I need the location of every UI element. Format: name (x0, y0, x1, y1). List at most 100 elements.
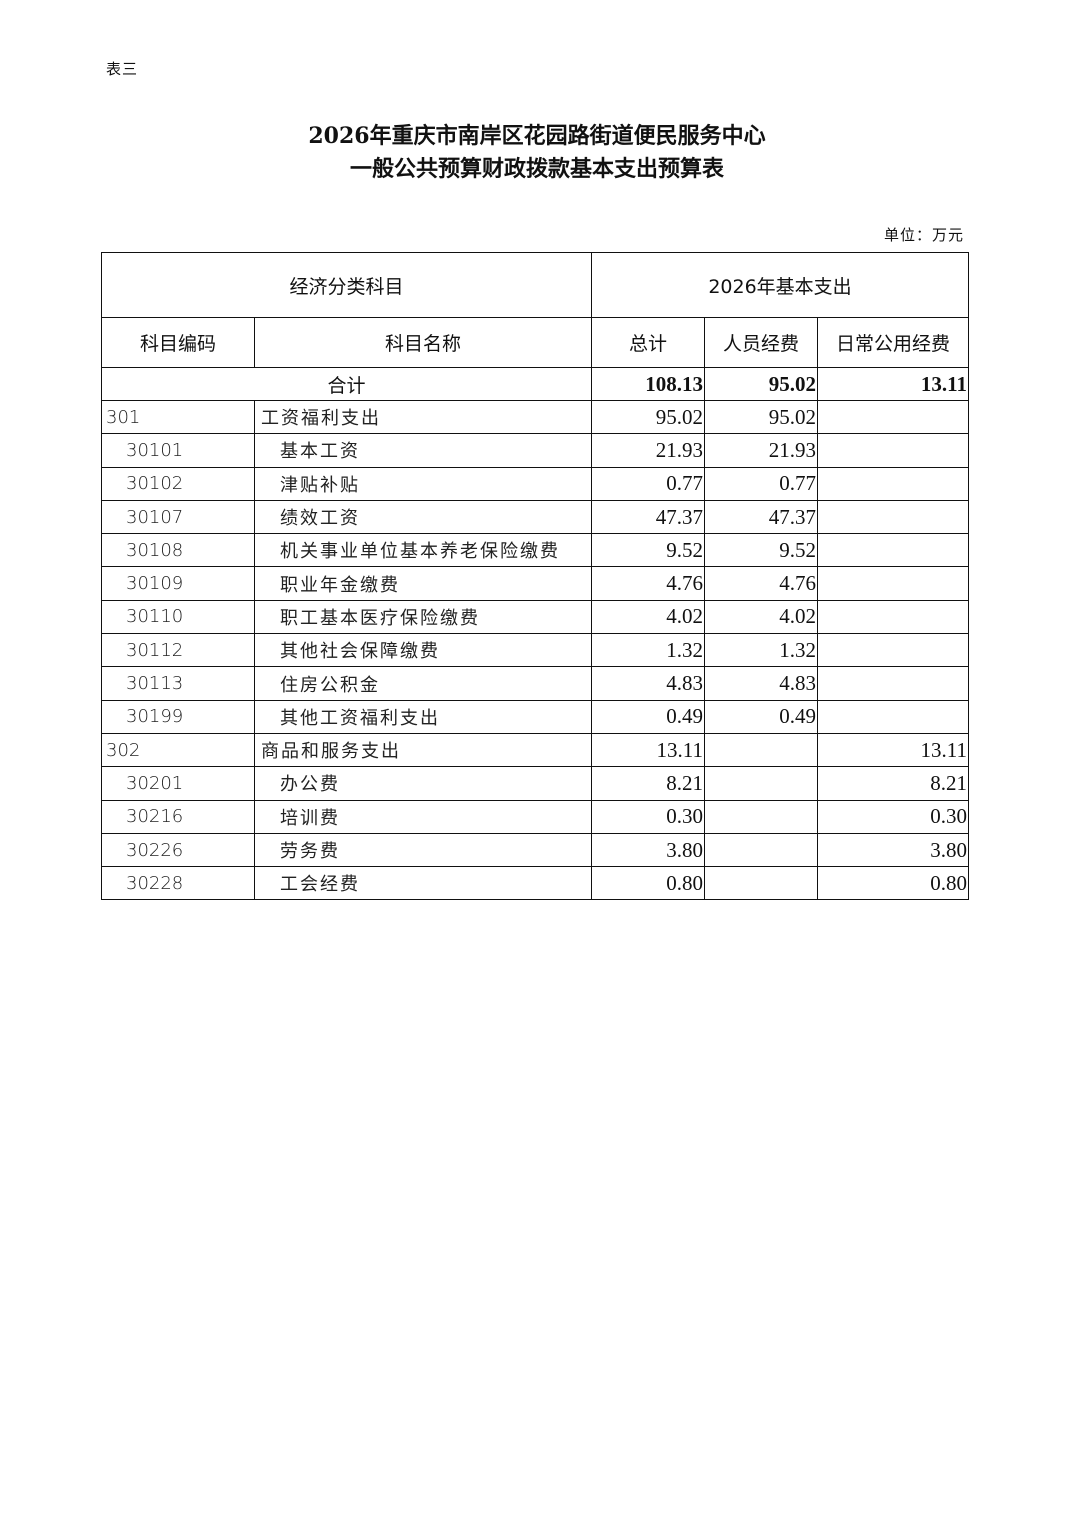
table-label: 表三 (106, 60, 139, 78)
row-public (817, 633, 970, 668)
total-row: 合计 108.13 95.02 13.11 (100, 367, 970, 401)
row-public: 3.80 (817, 832, 970, 868)
row-name: 工会经费 (253, 866, 593, 901)
row-public (817, 533, 970, 568)
table-row: 30113 住房公积金 4.83 4.83 (101, 666, 970, 701)
header-economic-category: 经济分类科目 (100, 252, 593, 318)
row-code: 30112 (101, 633, 255, 668)
total-total: 108.13 (591, 367, 706, 401)
header-row-columns: 科目编码 科目名称 总计 人员经费 日常公用经费 (101, 317, 970, 368)
table-row: 30107 绩效工资 47.37 47.37 (101, 499, 970, 535)
header-personnel: 人员经费 (704, 317, 819, 368)
row-code: 30110 (101, 599, 255, 635)
row-public (817, 566, 970, 601)
budget-table: 经济分类科目 2026年基本支出 科目编码 科目名称 总计 人员经费 日常公用经… (100, 252, 970, 901)
row-name: 办公费 (253, 766, 593, 801)
row-name: 住房公积金 (253, 666, 593, 701)
row-code: 30102 (101, 466, 255, 501)
header-row-group: 经济分类科目 2026年基本支出 (100, 252, 970, 318)
row-public (817, 599, 970, 635)
row-total: 21.93 (591, 433, 706, 468)
unit-label: 单位：万元 (883, 226, 964, 244)
row-public (817, 433, 970, 468)
row-public: 13.11 (817, 732, 970, 768)
header-total: 总计 (591, 317, 706, 368)
row-personnel (704, 766, 819, 801)
table-row: 301 工资福利支出 95.02 95.02 (101, 399, 970, 435)
table-row: 30226 劳务费 3.80 3.80 (101, 832, 970, 868)
row-name: 工资福利支出 (253, 399, 593, 435)
row-personnel: 0.77 (704, 466, 819, 501)
header-code: 科目编码 (101, 317, 255, 368)
page-title: 2026年重庆市南岸区花园路街道便民服务中心 (308, 123, 766, 149)
row-total: 3.80 (591, 832, 706, 868)
row-name: 机关事业单位基本养老保险缴费 (253, 533, 593, 568)
row-total: 4.83 (591, 666, 706, 701)
row-name: 基本工资 (253, 433, 593, 468)
table-row: 30108 机关事业单位基本养老保险缴费 9.52 9.52 (101, 533, 970, 568)
table-row: 30101 基本工资 21.93 21.93 (101, 433, 970, 468)
total-public: 13.11 (817, 367, 970, 401)
row-personnel: 9.52 (704, 533, 819, 568)
total-personnel: 95.02 (704, 367, 819, 401)
row-code: 30113 (101, 666, 255, 701)
row-name: 劳务费 (253, 832, 593, 868)
row-code: 30226 (101, 832, 255, 868)
table-row: 30112 其他社会保障缴费 1.32 1.32 (101, 633, 970, 668)
row-name: 职工基本医疗保险缴费 (253, 599, 593, 635)
table-row: 302 商品和服务支出 13.11 13.11 (101, 732, 970, 768)
row-code: 30101 (101, 433, 255, 468)
row-code: 30201 (101, 766, 255, 801)
row-total: 0.77 (591, 466, 706, 501)
table-row: 30110 职工基本医疗保险缴费 4.02 4.02 (101, 599, 970, 635)
row-public: 8.21 (817, 766, 970, 801)
row-code: 30108 (101, 533, 255, 568)
table-row: 30216 培训费 0.30 0.30 (101, 799, 970, 834)
total-label: 合计 (100, 367, 593, 401)
row-personnel: 4.83 (704, 666, 819, 701)
row-personnel: 4.76 (704, 566, 819, 601)
row-name: 培训费 (253, 799, 593, 834)
header-basic-expenditure: 2026年基本支出 (591, 252, 970, 318)
row-total: 13.11 (591, 732, 706, 768)
row-total: 95.02 (591, 399, 706, 435)
row-personnel: 21.93 (704, 433, 819, 468)
row-public (817, 499, 970, 535)
row-name: 其他工资福利支出 (253, 699, 593, 734)
row-name: 其他社会保障缴费 (253, 633, 593, 668)
row-code: 30228 (101, 866, 255, 901)
header-public: 日常公用经费 (817, 317, 970, 368)
row-code: 30199 (101, 699, 255, 734)
row-code: 301 (101, 399, 255, 435)
row-public: 0.80 (817, 866, 970, 901)
table-row: 30109 职业年金缴费 4.76 4.76 (101, 566, 970, 601)
row-total: 0.80 (591, 866, 706, 901)
row-public (817, 699, 970, 734)
row-personnel: 4.02 (704, 599, 819, 635)
row-name: 职业年金缴费 (253, 566, 593, 601)
row-public (817, 399, 970, 435)
row-public (817, 666, 970, 701)
row-total: 0.49 (591, 699, 706, 734)
table-row: 30199 其他工资福利支出 0.49 0.49 (101, 699, 970, 734)
table-row: 30228 工会经费 0.80 0.80 (101, 866, 970, 901)
table-row: 30102 津贴补贴 0.77 0.77 (101, 466, 970, 501)
row-personnel: 95.02 (704, 399, 819, 435)
row-total: 4.76 (591, 566, 706, 601)
row-public (817, 466, 970, 501)
row-personnel (704, 866, 819, 901)
page-subtitle: 一般公共预算财政拨款基本支出预算表 (349, 156, 724, 182)
header-name: 科目名称 (253, 317, 593, 368)
row-personnel (704, 832, 819, 868)
row-code: 30216 (101, 799, 255, 834)
table-row: 30201 办公费 8.21 8.21 (101, 766, 970, 801)
row-code: 30109 (101, 566, 255, 601)
row-code: 30107 (101, 499, 255, 535)
row-personnel (704, 799, 819, 834)
row-total: 8.21 (591, 766, 706, 801)
row-code: 302 (101, 732, 255, 768)
row-total: 0.30 (591, 799, 706, 834)
row-personnel (704, 732, 819, 768)
row-total: 9.52 (591, 533, 706, 568)
row-total: 47.37 (591, 499, 706, 535)
